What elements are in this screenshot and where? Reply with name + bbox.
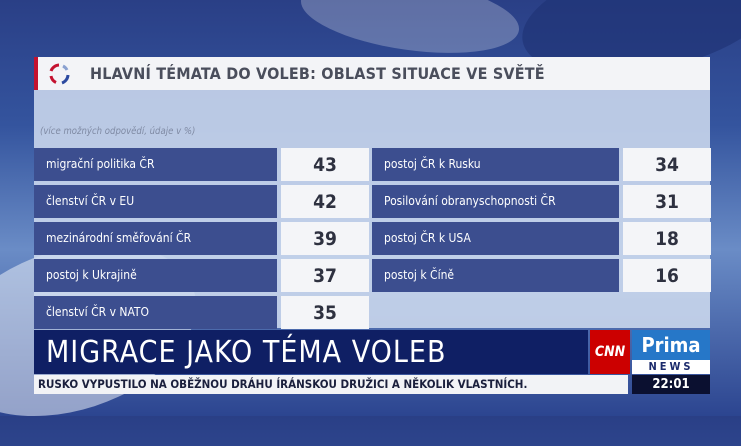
result-label: postoj ČR k Rusku — [372, 148, 619, 181]
clock: 22:01 — [632, 375, 710, 394]
result-value: 43 — [281, 148, 369, 181]
result-label: postoj k Číně — [372, 259, 619, 292]
graphic-title: HLAVNÍ TÉMATA DO VOLEB: OBLAST SITUACE V… — [90, 64, 545, 83]
result-value: 18 — [623, 222, 711, 255]
result-label: Posilování obranyschopnosti ČR — [372, 185, 619, 218]
result-label: migrační politika ČR — [34, 148, 277, 181]
result-value: 35 — [281, 296, 369, 329]
result-value: 39 — [281, 222, 369, 255]
cnn-logo: CNN — [590, 330, 630, 374]
results-panel: (více možných odpovědí, údaje v %) migra… — [34, 90, 711, 329]
result-label: členství ČR v NATO — [34, 296, 277, 329]
result-label: postoj ČR k USA — [372, 222, 619, 255]
prima-logo: Prima — [632, 330, 710, 360]
background-shape — [296, 0, 524, 65]
result-label: členství ČR v EU — [34, 185, 277, 218]
result-value: 34 — [623, 148, 711, 181]
result-label: postoj k Ukrajině — [34, 259, 277, 292]
result-value: 42 — [281, 185, 369, 218]
headline-text: MIGRACE JAKO TÉMA VOLEB — [46, 335, 447, 370]
news-logo: NEWS — [632, 360, 710, 374]
result-value: 16 — [623, 259, 711, 292]
headline-bar: MIGRACE JAKO TÉMA VOLEB — [34, 330, 588, 374]
result-label: mezinárodní směřování ČR — [34, 222, 277, 255]
result-value: 31 — [623, 185, 711, 218]
election-logo-icon — [49, 63, 70, 85]
result-value: 37 — [281, 259, 369, 292]
ticker-text: RUSKO VYPUSTILO NA OBĚŽNOU DRÁHU ÍRÁNSKO… — [38, 377, 528, 391]
graphic-title-bar: HLAVNÍ TÉMATA DO VOLEB: OBLAST SITUACE V… — [34, 57, 710, 90]
news-ticker: RUSKO VYPUSTILO NA OBĚŽNOU DRÁHU ÍRÁNSKO… — [34, 375, 628, 394]
survey-note: (více možných odpovědí, údaje v %) — [40, 126, 196, 137]
